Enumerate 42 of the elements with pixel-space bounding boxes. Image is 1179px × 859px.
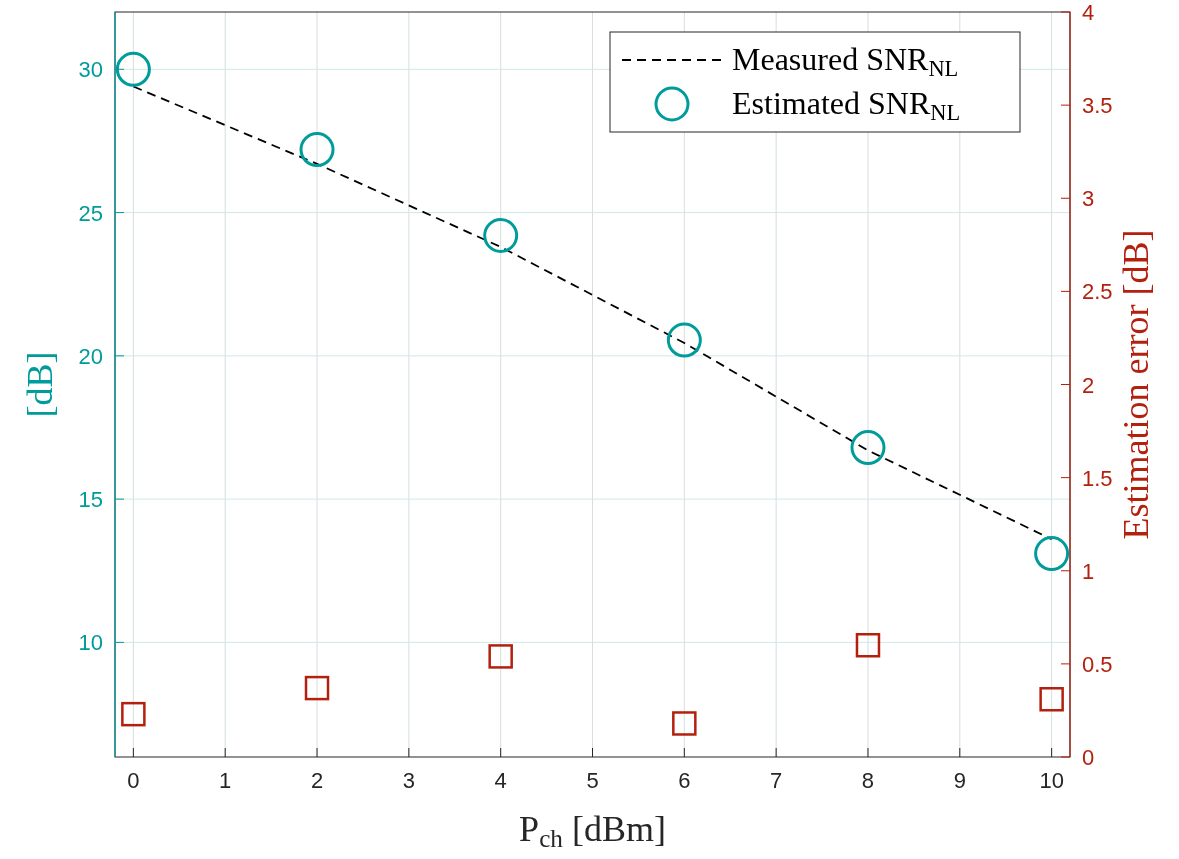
y-tick-label: 20	[78, 343, 103, 369]
y-axis-title: [dB]	[20, 351, 60, 418]
x-tick-label: 6	[678, 768, 691, 793]
y-tick-label: 10	[78, 630, 103, 656]
legend-label: Measured SNR$_{NL}$	[732, 41, 959, 81]
x-tick-label: 1	[219, 768, 232, 793]
y2-tick-label: 2.5	[1082, 279, 1113, 305]
y2-tick-label: 1	[1082, 558, 1095, 584]
x-tick-label: 9	[953, 768, 966, 793]
y2-tick-label: 2	[1082, 372, 1095, 398]
point	[855, 633, 881, 658]
x-tick-label: 3	[402, 768, 415, 793]
x-tick-label: 7	[770, 768, 783, 793]
y2-axis-title: Estimation error [dB]	[1116, 229, 1156, 540]
point	[488, 644, 513, 669]
point	[666, 322, 702, 358]
x-tick-label: 0	[127, 768, 140, 793]
point	[304, 675, 330, 701]
y-tick-label: 30	[78, 57, 103, 83]
point	[1039, 687, 1064, 712]
point	[1034, 536, 1070, 572]
x-tick-label: 5	[586, 768, 599, 793]
x-tick-label: 4	[494, 768, 507, 793]
y2-tick-label: 3.5	[1082, 93, 1113, 119]
point	[121, 701, 146, 727]
point	[672, 711, 697, 736]
y-tick-label: 15	[78, 487, 103, 513]
y2-tick-label: 4	[1082, 0, 1095, 25]
x-axis-title: P$_{ch}$ [dBm]	[519, 809, 666, 853]
y2-tick-label: 0	[1082, 745, 1095, 770]
legend-label: Estimated SNR$_{NL}$	[732, 85, 961, 125]
y2-tick-label: 3	[1082, 186, 1095, 212]
point	[483, 218, 519, 253]
y2-tick-label: 1.5	[1082, 465, 1113, 491]
y2-tick-label: 0.5	[1082, 651, 1113, 677]
x-tick-label: 2	[310, 768, 324, 793]
y-tick-label: 25	[78, 200, 103, 226]
point	[850, 430, 886, 466]
x-tick-label: 8	[861, 768, 875, 793]
x-tick-label: 10	[1039, 768, 1064, 793]
point	[299, 132, 335, 168]
point	[115, 51, 151, 87]
